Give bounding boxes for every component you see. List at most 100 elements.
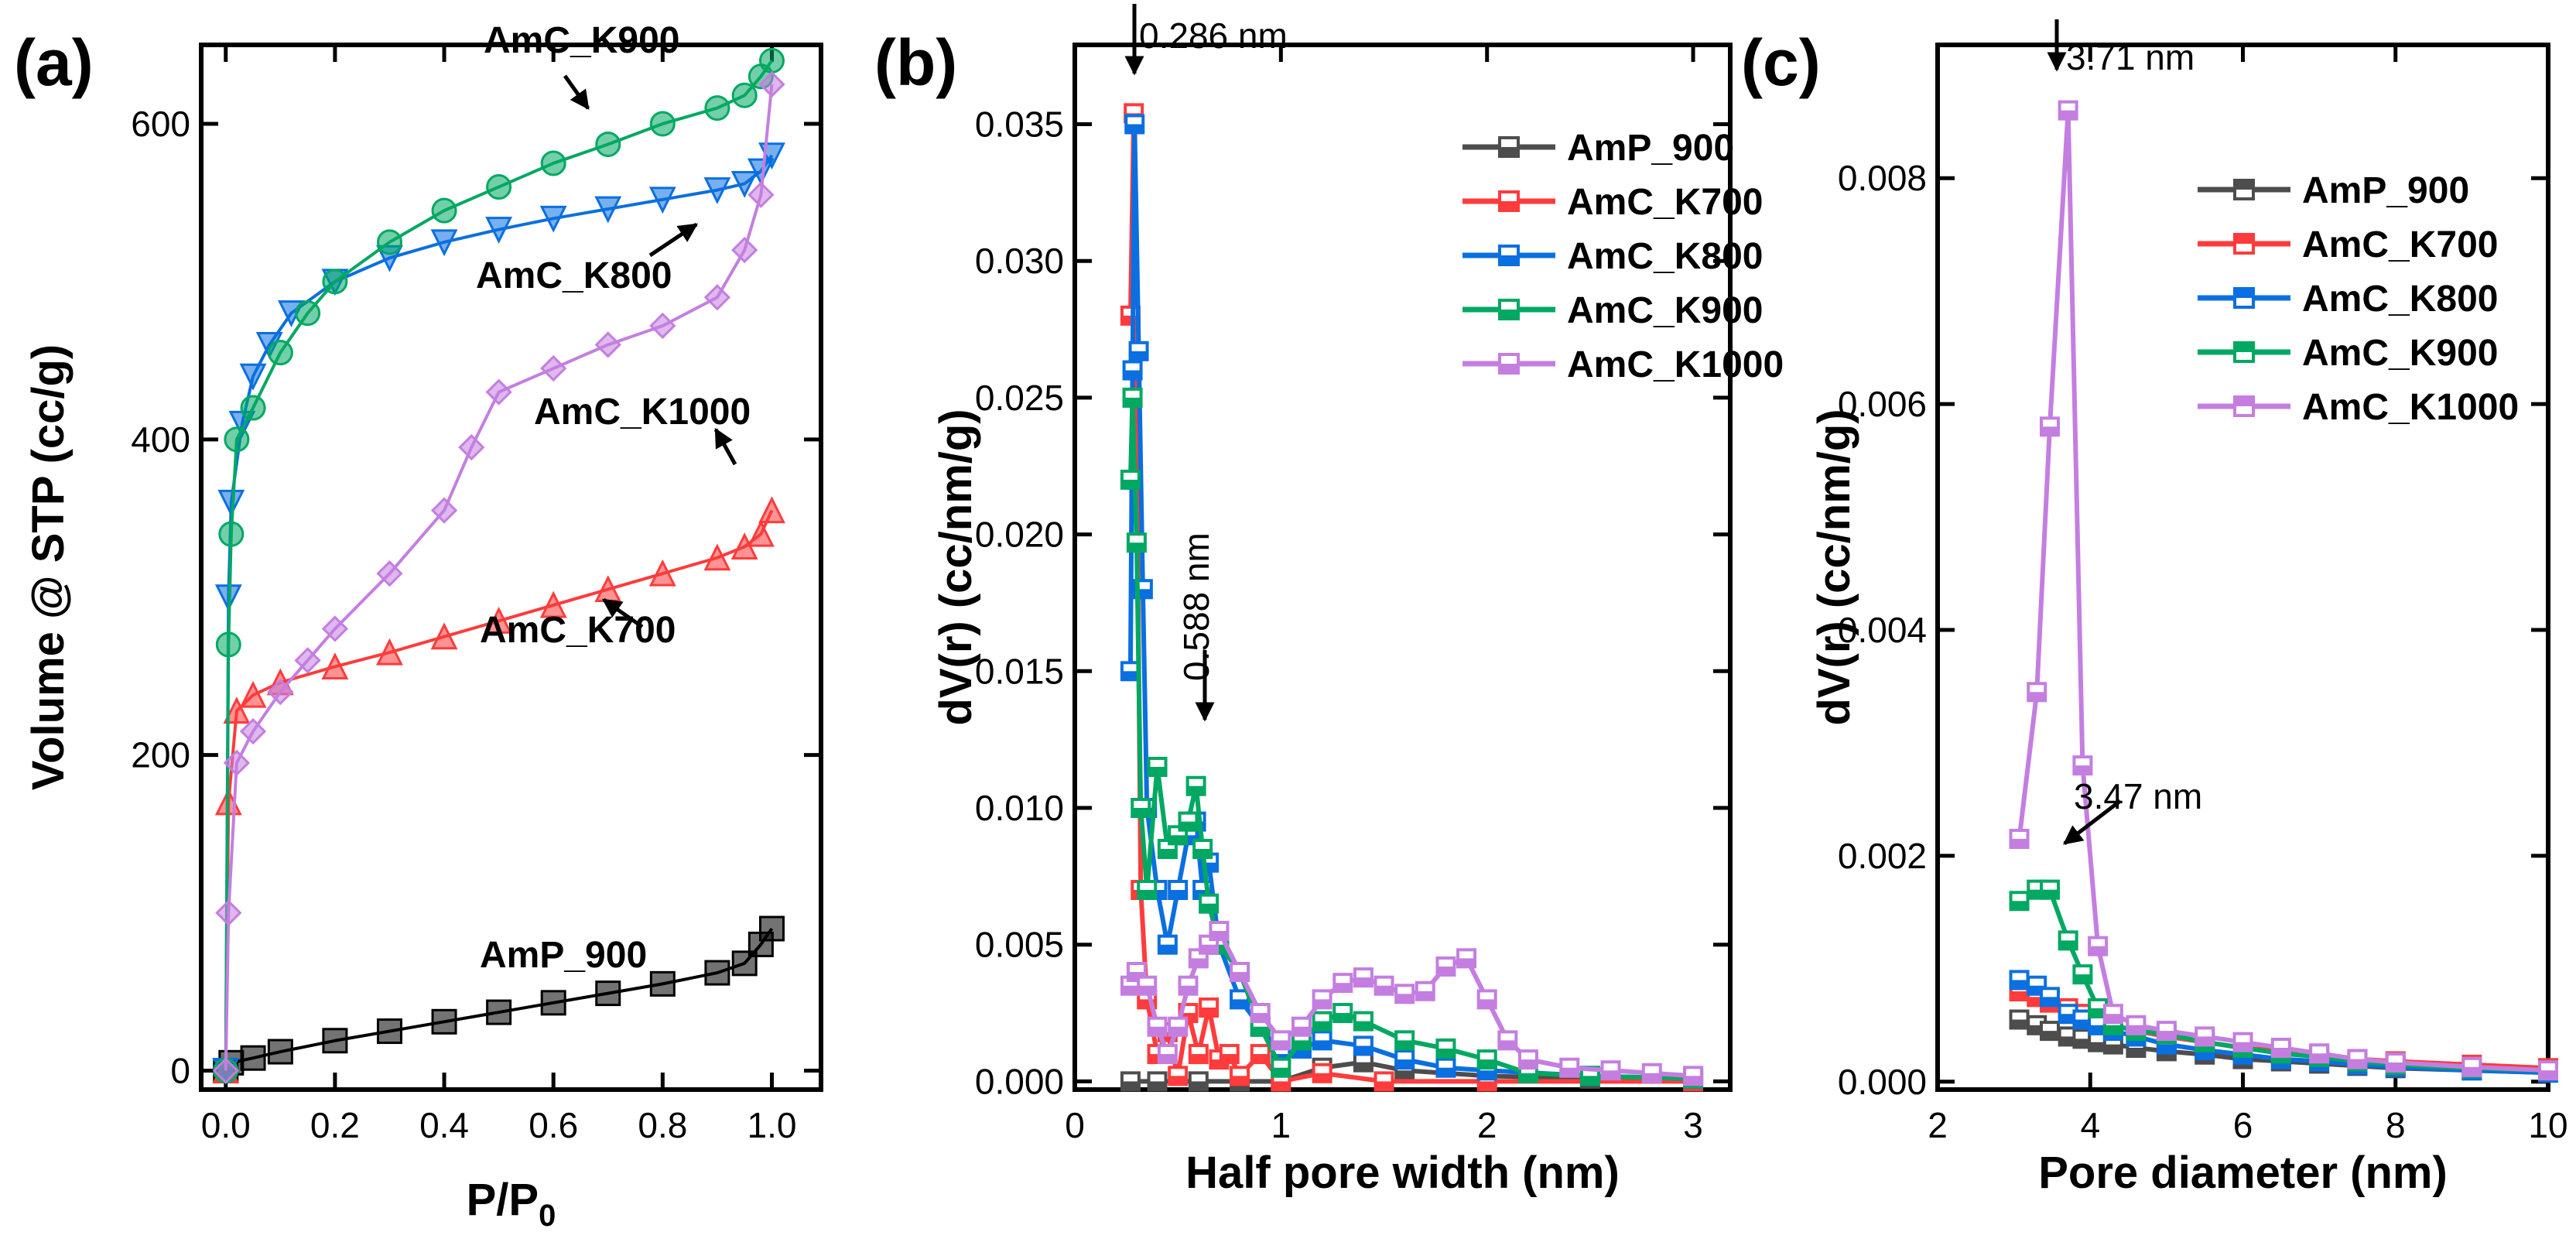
data-point-fill [1189, 1081, 1207, 1090]
data-point-fill [1127, 542, 1145, 552]
data-point [731, 82, 758, 108]
data-point-fill [2010, 980, 2028, 989]
data-point-fill [1396, 1059, 1414, 1069]
data-point-fill [2349, 1059, 2366, 1068]
data-point-fill [2028, 692, 2046, 701]
data-point [240, 1045, 266, 1071]
data-point [540, 354, 567, 382]
y-axis-title: Volume @ STP (cc/g) [23, 344, 74, 791]
data-point [486, 174, 512, 200]
data-point [594, 575, 622, 603]
data-point-fill [1200, 944, 1218, 953]
data-point-fill [1134, 589, 1151, 598]
data-point-fill [1478, 1059, 1496, 1069]
legend-marker-fill [2235, 343, 2253, 352]
legend-marker-fill [2235, 234, 2253, 244]
x-tick-label: 1.0 [747, 1105, 797, 1145]
annotation-label: 0.286 nm [1139, 15, 1288, 56]
data-point-fill [2059, 940, 2077, 950]
data-point-fill [2010, 991, 2028, 1001]
data-point [758, 70, 785, 98]
x-tick-label: 0.4 [419, 1105, 469, 1145]
data-point [239, 363, 267, 391]
data-point [704, 960, 730, 986]
data-point-fill [1210, 931, 1228, 940]
y-tick-label: 0 [170, 1051, 190, 1091]
data-point [294, 647, 321, 674]
data-point-fill [2127, 1048, 2145, 1056]
x-tick-label: 6 [2233, 1105, 2253, 1145]
data-point-fill [1148, 1026, 1166, 1035]
data-point-fill [1200, 903, 1218, 912]
data-point [539, 590, 567, 618]
data-point [239, 717, 267, 745]
data-point-fill [2196, 1049, 2214, 1059]
data-point-fill [1231, 1076, 1249, 1085]
y-tick-label: 0.035 [975, 104, 1064, 144]
data-point-fill [1581, 1076, 1599, 1085]
x-axis-title: Half pore width (nm) [1185, 1148, 1620, 1198]
data-point-fill [1519, 1073, 1537, 1082]
legend-label: AmP_900 [1567, 128, 1734, 169]
legend: AmP_900 AmC_K700 AmC_K800 AmC_K900 AmC_K1000 [1462, 128, 1784, 385]
plot-frame [1072, 43, 1733, 1092]
data-point-fill [1121, 1081, 1139, 1090]
data-point [595, 980, 621, 1007]
y-tick-label: 400 [131, 419, 190, 460]
data-point-fill [2010, 839, 2028, 847]
data-point-fill [1231, 972, 1249, 981]
data-point-fill [1437, 1067, 1455, 1076]
data-point-fill [1685, 1076, 1702, 1085]
data-point-fill [1272, 1040, 1290, 1049]
data-point-fill [1179, 821, 1197, 830]
data-point [758, 47, 785, 74]
data-point-fill [1210, 1059, 1228, 1069]
annotations: 0.286 nm 0.588 nm [1124, 4, 1288, 722]
series-AmC_K700 [212, 496, 785, 1084]
data-point-fill [1478, 1081, 1496, 1090]
data-point-fill [1354, 1062, 1372, 1071]
data-point-fill [1148, 1054, 1166, 1063]
data-point-fill [1158, 944, 1176, 953]
data-point [649, 111, 676, 137]
data-point [595, 131, 621, 157]
data-point-fill [1478, 999, 1496, 1008]
data-point [267, 678, 294, 706]
data-point-fill [2074, 765, 2092, 775]
legend-label: AmC_K900 [2302, 333, 2498, 374]
annotations: AmC_K900 AmC_K800 AmC_K1000 AmC_K700 AmP_900 [476, 20, 751, 976]
data-point-fill [2157, 1051, 2175, 1060]
series-AmC_K900 [213, 47, 785, 1084]
data-point [267, 340, 293, 366]
legend-marker-fill [1500, 201, 1518, 210]
legend-label: AmC_K900 [1567, 290, 1763, 331]
panel-label: (a) [14, 26, 94, 99]
annotation-arrow [563, 74, 590, 111]
data-point-fill [2041, 997, 2058, 1006]
data-point [223, 749, 250, 776]
data-point-fill [1148, 1081, 1166, 1090]
data-point [239, 680, 267, 708]
data-point [376, 229, 402, 255]
data-point-fill [1124, 370, 1141, 379]
annotation-arrow [601, 597, 644, 629]
x-tick-label: 2 [1928, 1105, 1948, 1145]
data-point-fill [1200, 862, 1218, 871]
data-point-fill [1272, 1067, 1290, 1076]
data-point-fill [2540, 1070, 2557, 1080]
legend-marker-fill [2235, 397, 2253, 406]
y-tick-label: 0.000 [1838, 1062, 1927, 1102]
data-point-fill [1158, 849, 1176, 858]
data-point [648, 186, 676, 214]
x-tick-label: 2 [1477, 1105, 1497, 1145]
data-point [218, 521, 245, 547]
data-point-fill [1313, 1073, 1331, 1082]
x-axis-title: P/P0 [467, 1175, 556, 1233]
y-tick-label: 0.006 [1838, 384, 1927, 424]
data-point-fill [1292, 1048, 1310, 1057]
data-point-fill [1187, 785, 1205, 795]
data-point-fill [1189, 1054, 1207, 1063]
data-point-fill [1169, 890, 1187, 899]
data-point [648, 559, 676, 587]
data-point-fill [1292, 1026, 1310, 1035]
